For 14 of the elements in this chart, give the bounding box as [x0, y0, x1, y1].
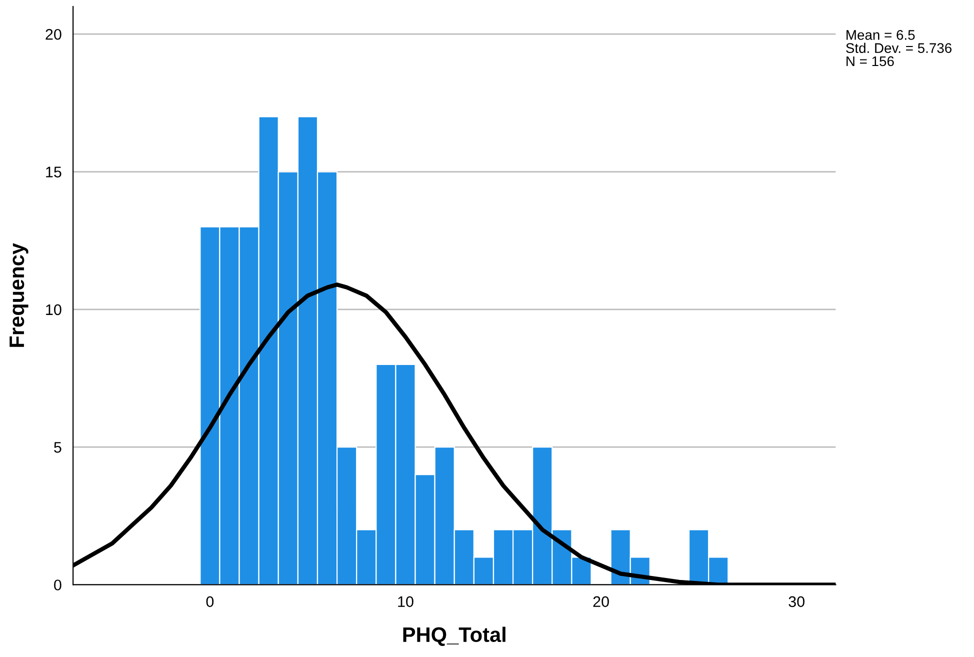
x-tick-label: 30 — [788, 596, 804, 608]
x-tick-label: 0 — [206, 596, 214, 608]
y-tick-label: 10 — [46, 304, 62, 316]
text: Std. Dev. = 5.736 — [846, 42, 952, 54]
y-tick-label: 5 — [54, 442, 62, 453]
x-axis-title: PHQ_Total — [403, 626, 506, 646]
text: Mean = 6.5 — [846, 30, 915, 40]
y-tick-label: 15 — [46, 166, 62, 178]
y-tick-label: 0 — [54, 580, 62, 590]
x-tick-label: 10 — [398, 596, 414, 608]
y-axis-title: Frequency — [10, 243, 28, 347]
y-tick-label: 20 — [46, 28, 62, 40]
x-tick-label: 20 — [593, 596, 609, 608]
text: N = 156 — [846, 56, 894, 66]
